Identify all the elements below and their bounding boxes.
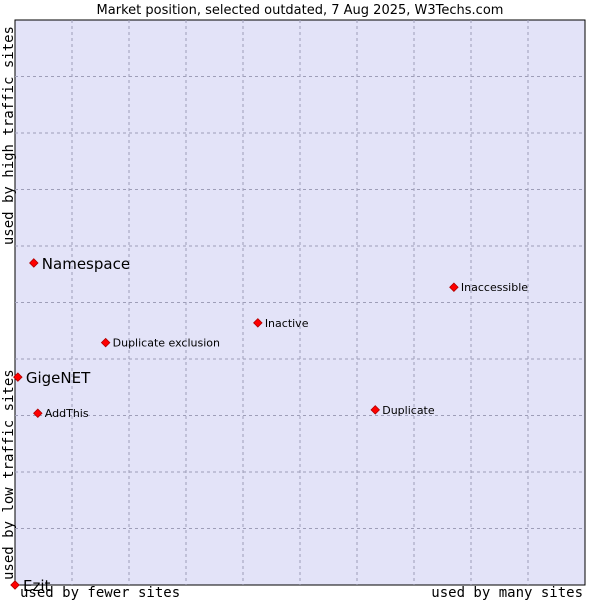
data-point-label: GigeNET (26, 369, 91, 387)
data-point-marker (100, 337, 111, 348)
x-axis-label-high: used by many sites (431, 585, 583, 600)
data-point-marker (253, 318, 263, 328)
data-point-label: Inactive (265, 317, 309, 330)
y-axis-label-low: used by low traffic sites (1, 369, 17, 580)
data-point-label: Inaccessible (461, 281, 528, 294)
data-point-label: Namespace (42, 255, 130, 273)
chart-title: Market position, selected outdated, 7 Au… (97, 3, 504, 18)
data-point-marker (13, 372, 23, 382)
data-points: Namespace GigeNET Ezit Inaccessible Inactive… (10, 255, 528, 595)
data-point-marker (33, 408, 43, 419)
data-point-label: Duplicate exclusion (113, 337, 220, 350)
data-point-marker (449, 282, 459, 293)
data-point-label: Duplicate (382, 404, 435, 417)
x-axis-label-low: used by fewer sites (20, 585, 180, 600)
grid-lines (15, 20, 585, 585)
data-point-marker (10, 580, 20, 590)
data-point-label: Ezit (23, 577, 51, 595)
y-axis-label-high: used by high traffic sites (1, 26, 17, 245)
data-point-label: AddThis (45, 407, 89, 420)
data-point-marker (370, 405, 381, 415)
data-point-marker (29, 258, 39, 268)
